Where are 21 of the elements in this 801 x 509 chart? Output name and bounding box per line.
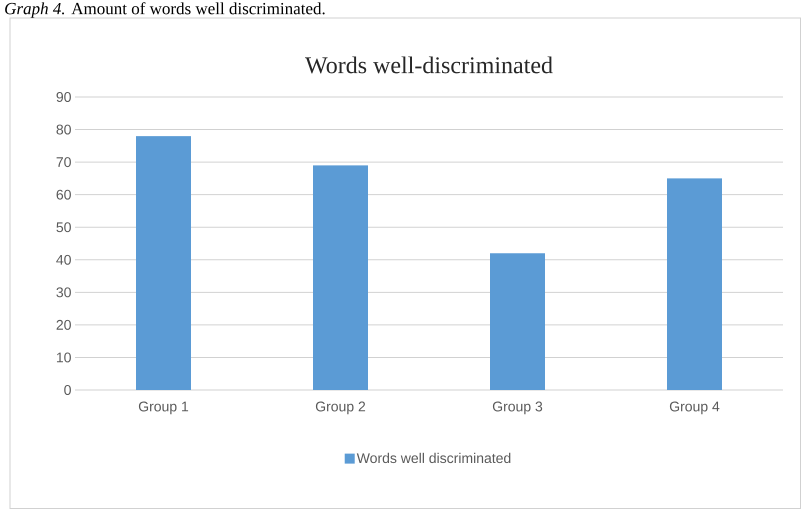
y-tick-label: 30 — [56, 287, 71, 298]
y-tick-label: 20 — [56, 320, 71, 330]
x-tick-label: Group 3 — [492, 402, 542, 414]
y-tick-label: 70 — [56, 157, 71, 168]
bar — [667, 178, 722, 390]
y-tick-label: 80 — [56, 124, 71, 135]
y-tick-label: 10 — [56, 352, 71, 362]
y-tick-label: 40 — [56, 254, 71, 265]
y-tick-label: 0 — [64, 385, 71, 395]
x-tick-label: Group 2 — [316, 402, 366, 414]
legend-label: Words well discriminated — [356, 452, 510, 464]
y-tick-label: 60 — [56, 190, 71, 200]
y-tick-label: 50 — [56, 222, 71, 232]
text: Graph 4. Amount of words well discriminated. — [5, 2, 325, 18]
chart-title: Words well-discriminated — [305, 56, 553, 74]
x-tick-label: Group 1 — [138, 402, 188, 414]
bar — [136, 136, 191, 390]
bar — [313, 165, 368, 390]
y-tick-label: 90 — [56, 92, 71, 102]
x-tick-label: Group 4 — [670, 402, 720, 414]
bar — [490, 253, 546, 390]
